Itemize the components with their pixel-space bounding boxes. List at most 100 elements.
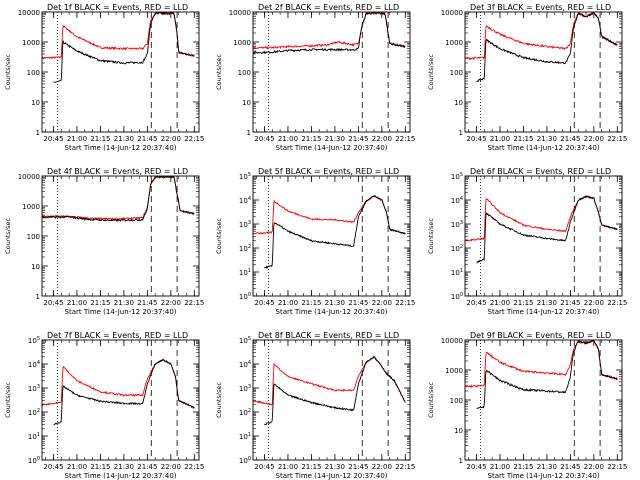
y-axis-label: Counts/sec: [427, 218, 435, 254]
plot-frame: [41, 339, 200, 461]
x-tick-label: 21:15: [301, 463, 321, 471]
events-series-line: [53, 12, 195, 83]
y-axis-label: Counts/sec: [427, 54, 435, 90]
events-series-line: [476, 12, 618, 83]
plot-frame: [464, 175, 623, 297]
y-tick-label: 103: [451, 220, 463, 229]
x-tick-label: 20:45: [43, 463, 63, 471]
x-tick-label: 21:00: [67, 299, 87, 307]
panel-det-2f: Det 2f BLACK = Events, RED = LLD Counts/s…: [215, 3, 415, 152]
y-axis-label: Counts/sec: [215, 382, 223, 418]
x-tick-label: 22:15: [184, 135, 204, 143]
x-tick-label: 20:45: [466, 463, 486, 471]
panel-title: Det 8f BLACK = Events, RED = LLD: [258, 331, 399, 340]
panel-det-6f: Det 6f BLACK = Events, RED = LLD Counts/s…: [427, 167, 627, 316]
x-tick-label: 22:00: [161, 299, 181, 307]
y-tick-label: 10000: [441, 9, 463, 17]
lld-series-line: [253, 356, 406, 406]
x-tick-label: 22:00: [372, 299, 392, 307]
y-tick-label: 103: [28, 384, 40, 393]
y-tick-label: 1000: [22, 203, 40, 211]
y-tick-label: 100: [450, 69, 463, 77]
x-tick-label: 21:15: [513, 299, 533, 307]
events-series-line: [42, 176, 195, 222]
x-tick-label: 22:15: [607, 135, 627, 143]
x-axis-label: Start Time (14-Jun-12 20:37:40): [276, 308, 388, 316]
x-axis-label: Start Time (14-Jun-12 20:37:40): [65, 472, 177, 480]
x-tick-label: 21:45: [348, 135, 368, 143]
y-tick-label: 1: [459, 129, 463, 137]
lld-series-line: [42, 12, 195, 60]
y-tick-label: 105: [239, 336, 251, 345]
x-tick-label: 22:00: [584, 299, 604, 307]
y-tick-label: 10: [31, 99, 40, 107]
x-tick-label: 22:00: [161, 463, 181, 471]
y-tick-label: 105: [239, 172, 251, 181]
y-tick-label: 101: [239, 268, 251, 277]
x-tick-label: 21:15: [301, 135, 321, 143]
y-tick-label: 101: [28, 432, 40, 441]
x-tick-label: 21:45: [348, 463, 368, 471]
lld-series-line: [465, 195, 618, 242]
plot-frame: [41, 11, 200, 133]
x-tick-label: 21:15: [513, 463, 533, 471]
y-tick-label: 102: [239, 408, 251, 417]
panel-title: Det 3f BLACK = Events, RED = LLD: [470, 3, 611, 12]
x-tick-label: 22:15: [395, 463, 415, 471]
x-tick-label: 21:30: [114, 135, 134, 143]
x-tick-label: 22:00: [372, 135, 392, 143]
x-tick-label: 22:15: [395, 135, 415, 143]
x-tick-label: 22:00: [161, 135, 181, 143]
panel-det-4f: Det 4f BLACK = Events, RED = LLD Counts/s…: [4, 167, 204, 316]
y-tick-label: 10000: [18, 9, 40, 17]
x-tick-label: 21:15: [90, 299, 110, 307]
x-tick-label: 22:15: [607, 299, 627, 307]
x-tick-label: 22:15: [184, 463, 204, 471]
plot-frame: [252, 11, 411, 133]
y-tick-label: 10: [454, 427, 463, 435]
x-axis-label: Start Time (14-Jun-12 20:37:40): [488, 472, 600, 480]
plot-frame: [41, 175, 200, 297]
x-tick-label: 20:45: [254, 299, 274, 307]
x-tick-label: 21:00: [278, 299, 298, 307]
x-tick-label: 22:15: [395, 299, 415, 307]
x-tick-label: 21:45: [137, 299, 157, 307]
y-axis-label: Counts/sec: [4, 382, 12, 418]
y-tick-label: 1000: [445, 39, 463, 47]
y-tick-label: 100: [27, 69, 40, 77]
panel-title: Det 6f BLACK = Events, RED = LLD: [470, 167, 611, 176]
y-tick-label: 101: [239, 432, 251, 441]
x-tick-label: 22:00: [584, 463, 604, 471]
y-tick-label: 1: [247, 129, 251, 137]
y-tick-label: 1: [459, 457, 463, 465]
x-axis-label: Start Time (14-Jun-12 20:37:40): [65, 144, 177, 152]
y-tick-label: 104: [239, 360, 251, 369]
x-tick-label: 21:30: [114, 463, 134, 471]
x-tick-label: 22:00: [584, 135, 604, 143]
x-tick-label: 21:45: [348, 299, 368, 307]
x-tick-label: 21:30: [325, 135, 345, 143]
events-series-line: [264, 355, 406, 426]
x-axis-label: Start Time (14-Jun-12 20:37:40): [65, 308, 177, 316]
plot-frame: [252, 175, 411, 297]
events-series-line: [53, 358, 195, 426]
x-tick-label: 21:15: [301, 299, 321, 307]
y-tick-label: 10000: [18, 173, 40, 181]
x-tick-label: 21:45: [137, 463, 157, 471]
plot-frame: [252, 339, 411, 461]
x-axis-label: Start Time (14-Jun-12 20:37:40): [488, 308, 600, 316]
y-tick-label: 10: [454, 99, 463, 107]
y-tick-label: 100: [28, 456, 40, 465]
events-series-line: [476, 340, 618, 410]
x-tick-label: 21:30: [537, 299, 557, 307]
panel-title: Det 2f BLACK = Events, RED = LLD: [258, 3, 399, 12]
x-tick-label: 21:15: [90, 463, 110, 471]
x-tick-label: 21:30: [537, 135, 557, 143]
x-tick-label: 21:00: [278, 463, 298, 471]
x-tick-label: 20:45: [43, 135, 63, 143]
y-tick-label: 103: [239, 220, 251, 229]
x-tick-label: 20:45: [254, 135, 274, 143]
x-tick-label: 21:45: [560, 299, 580, 307]
y-axis-label: Counts/sec: [4, 54, 12, 90]
